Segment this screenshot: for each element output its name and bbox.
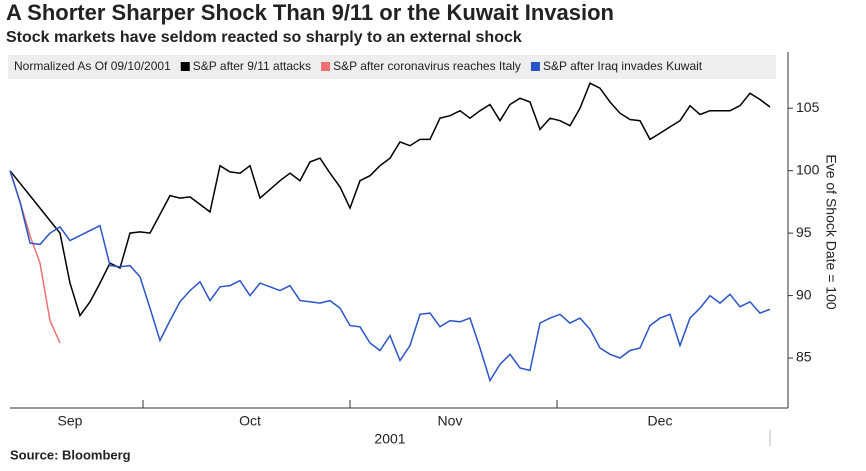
x-tick-label: Sep bbox=[58, 413, 83, 429]
legend-label: S&P after Iraq invades Kuwait bbox=[543, 59, 703, 73]
chart-title: A Shorter Sharper Shock Than 9/11 or the… bbox=[6, 0, 614, 25]
y-axis-label: Eve of Shock Date = 100 bbox=[823, 154, 839, 309]
y-tick-label: 105 bbox=[796, 99, 820, 115]
legend-label: S&P after 9/11 attacks bbox=[193, 59, 311, 73]
y-tick-label: 100 bbox=[796, 161, 820, 177]
source: Source: Bloomberg bbox=[10, 447, 131, 462]
chart-subtitle: Stock markets have seldom reacted so sha… bbox=[6, 29, 522, 46]
x-axis-label: 2001 bbox=[374, 431, 405, 447]
legend-swatch bbox=[180, 62, 190, 71]
x-tick-label: Oct bbox=[239, 413, 261, 429]
series-line bbox=[9, 82, 771, 318]
legend-title: Normalized As Of 09/10/2001 bbox=[14, 59, 171, 73]
x-tick-label: Dec bbox=[648, 413, 673, 429]
y-tick-label: 85 bbox=[796, 349, 812, 365]
y-tick-label: 95 bbox=[796, 224, 812, 240]
series-line bbox=[9, 170, 771, 383]
legend-label: S&P after coronavirus reaches Italy bbox=[333, 59, 521, 73]
legend-swatch bbox=[530, 62, 540, 71]
legend-swatch bbox=[321, 62, 331, 71]
x-tick-label: Nov bbox=[438, 413, 463, 429]
y-tick-label: 90 bbox=[796, 286, 812, 302]
legend-box bbox=[8, 55, 776, 79]
